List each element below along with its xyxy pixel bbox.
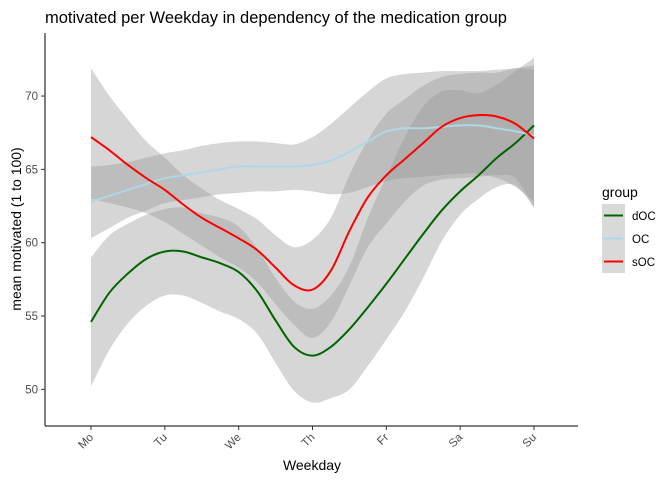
legend-item-sOC: sOC bbox=[602, 250, 655, 273]
y-axis-title: mean motivated (1 to 100) bbox=[8, 147, 24, 310]
legend-label: OC bbox=[632, 234, 649, 246]
chart-title: motivated per Weekday in dependency of t… bbox=[45, 9, 507, 27]
series-lines bbox=[90, 114, 535, 357]
legend-item-dOC: dOC bbox=[602, 204, 656, 227]
series-line-OC bbox=[90, 124, 535, 203]
y-tick-label: 50 bbox=[25, 384, 38, 396]
y-tick-label: 60 bbox=[25, 238, 38, 250]
legend: group dOC OC sOC bbox=[602, 184, 656, 273]
legend-label: sOC bbox=[632, 257, 655, 269]
legend-title: group bbox=[602, 184, 638, 200]
legend-label: dOC bbox=[632, 211, 656, 223]
series-line-dOC bbox=[90, 124, 535, 357]
legend-item-OC: OC bbox=[602, 227, 649, 250]
x-axis-title: Weekday bbox=[283, 457, 341, 473]
series-line-sOC bbox=[90, 114, 535, 292]
y-tick-label: 55 bbox=[25, 311, 38, 323]
ci-ribbon-sOC bbox=[91, 68, 534, 339]
plot-area bbox=[90, 57, 535, 403]
y-tick-label: 70 bbox=[25, 91, 38, 103]
y-axis-ticks: 50 55 60 65 70 bbox=[25, 91, 45, 396]
legend-items: dOC OC sOC bbox=[602, 204, 656, 273]
y-tick-label: 65 bbox=[25, 164, 38, 176]
ci-ribbon-OC bbox=[91, 65, 534, 239]
